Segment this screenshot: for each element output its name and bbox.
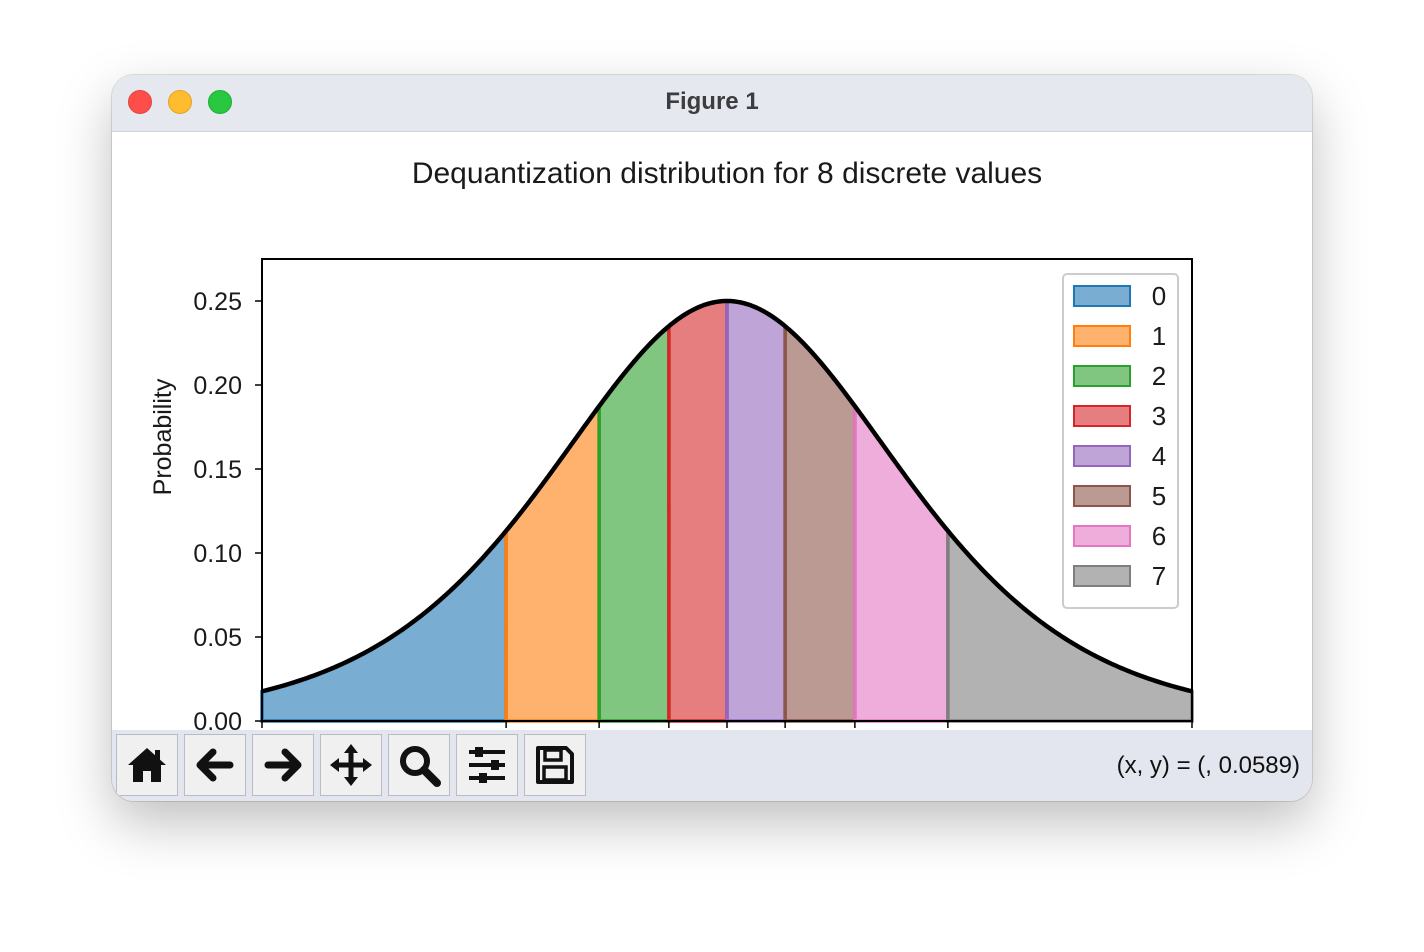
forward-button[interactable]	[252, 734, 314, 796]
legend-label-5: 5	[1152, 481, 1166, 511]
region-2	[597, 322, 671, 723]
title-bar: Figure 1	[112, 75, 1312, 132]
legend-label-4: 4	[1152, 441, 1166, 471]
figure-canvas[interactable]: Dequantization distribution for 8 discre…	[112, 132, 1312, 730]
legend-label-0: 0	[1152, 281, 1166, 311]
legend-swatch-3	[1073, 405, 1131, 427]
cursor-coordinates: (x, y) = (, 0.0589)	[1116, 752, 1300, 779]
legend-swatch-5	[1073, 485, 1131, 507]
sliders-icon	[469, 747, 505, 783]
home-icon	[128, 748, 166, 782]
pan-button[interactable]	[320, 734, 382, 796]
region-5	[783, 322, 857, 723]
y-tick-label: 0.00	[193, 708, 242, 730]
save-button[interactable]	[524, 734, 586, 796]
legend-swatch-2	[1073, 365, 1131, 387]
legend-label-1: 1	[1152, 321, 1166, 351]
arrow-right-icon	[264, 748, 302, 782]
legend-box	[1062, 273, 1179, 609]
figure-window: Figure 1 Dequantization distribution for…	[112, 75, 1312, 801]
x-axis-label: z	[721, 724, 734, 730]
y-tick-label: 0.25	[193, 288, 242, 316]
back-button[interactable]	[184, 734, 246, 796]
legend-swatch-1	[1073, 325, 1131, 347]
home-button[interactable]	[116, 734, 178, 796]
legend-label-7: 7	[1152, 561, 1166, 591]
region-1	[504, 400, 601, 723]
y-tick-label: 0.15	[193, 456, 242, 484]
legend-label-6: 6	[1152, 521, 1166, 551]
y-tick-label: 0.05	[193, 624, 242, 652]
chart-title: Dequantization distribution for 8 discre…	[412, 157, 1042, 190]
density-curve	[261, 298, 1193, 694]
y-tick-label: 0.20	[193, 372, 242, 400]
close-window-button[interactable]	[128, 90, 152, 114]
zoom-button[interactable]	[388, 734, 450, 796]
region-4	[725, 299, 787, 723]
region-3	[667, 299, 729, 723]
floppy-disk-icon	[536, 746, 574, 784]
region-0	[260, 526, 508, 723]
legend-swatch-0	[1073, 285, 1131, 307]
chart: Dequantization distribution for 8 discre…	[149, 157, 1194, 730]
region-6	[853, 400, 950, 723]
maximize-window-button[interactable]	[208, 90, 232, 114]
magnifier-icon	[400, 746, 441, 787]
move-icon	[330, 744, 372, 786]
arrow-left-icon	[196, 748, 234, 782]
y-tick-label: 0.10	[193, 540, 242, 568]
legend-label-3: 3	[1152, 401, 1166, 431]
minimize-window-button[interactable]	[168, 90, 192, 114]
configure-subplots-button[interactable]	[456, 734, 518, 796]
legend-swatch-7	[1073, 565, 1131, 587]
navigation-toolbar: (x, y) = (, 0.0589)	[112, 730, 1312, 801]
window-title: Figure 1	[665, 88, 759, 115]
legend-swatch-4	[1073, 445, 1131, 467]
legend-label-2: 2	[1152, 361, 1166, 391]
y-axis-label: Probability	[149, 378, 177, 495]
legend-swatch-6	[1073, 525, 1131, 547]
